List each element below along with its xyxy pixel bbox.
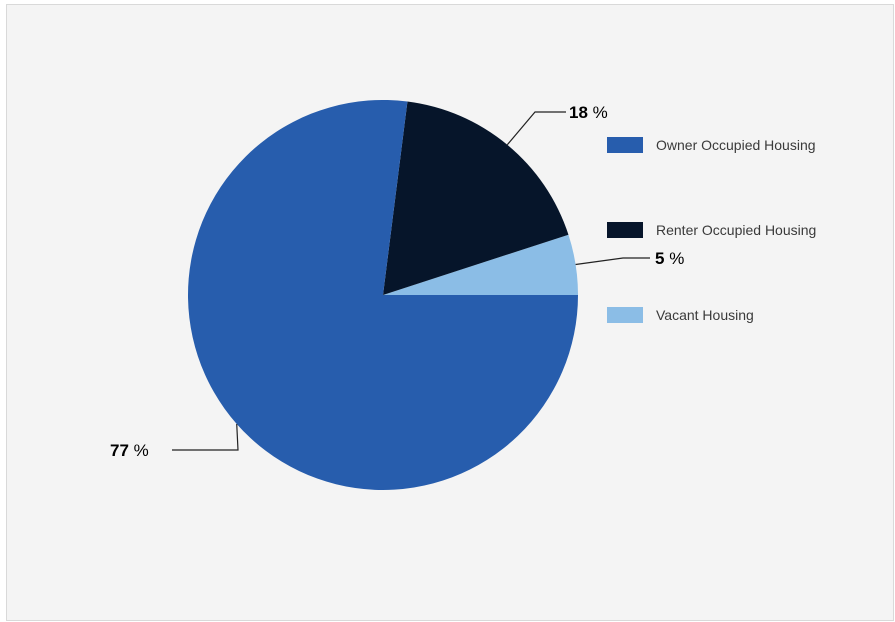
leader-line-renter [506,111,566,146]
data-label-owner: 77 % [110,441,149,460]
pie-slice-renter [383,101,569,296]
legend-label-renter: Renter Occupied Housing [656,222,817,238]
leader-line-vacant [575,257,650,266]
legend-swatch-renter [607,222,643,238]
data-label-renter: 18 % [569,103,608,122]
data-label-vacant: 5 % [655,249,684,268]
legend-item-owner: Owner Occupied Housing [607,137,816,153]
pie-slice-vacant [383,234,579,295]
legend-item-renter: Renter Occupied Housing [607,222,816,238]
legend-swatch-vacant [607,307,643,323]
legend-label-owner: Owner Occupied Housing [656,137,816,153]
legend-swatch-owner [607,137,643,153]
legend-label-vacant: Vacant Housing [656,307,754,323]
legend-item-vacant: Vacant Housing [607,307,754,323]
leader-line-owner [172,423,239,451]
chart-legend: Owner Occupied Housing Renter Occupied H… [607,0,895,622]
pie-slice-owner [188,100,579,490]
